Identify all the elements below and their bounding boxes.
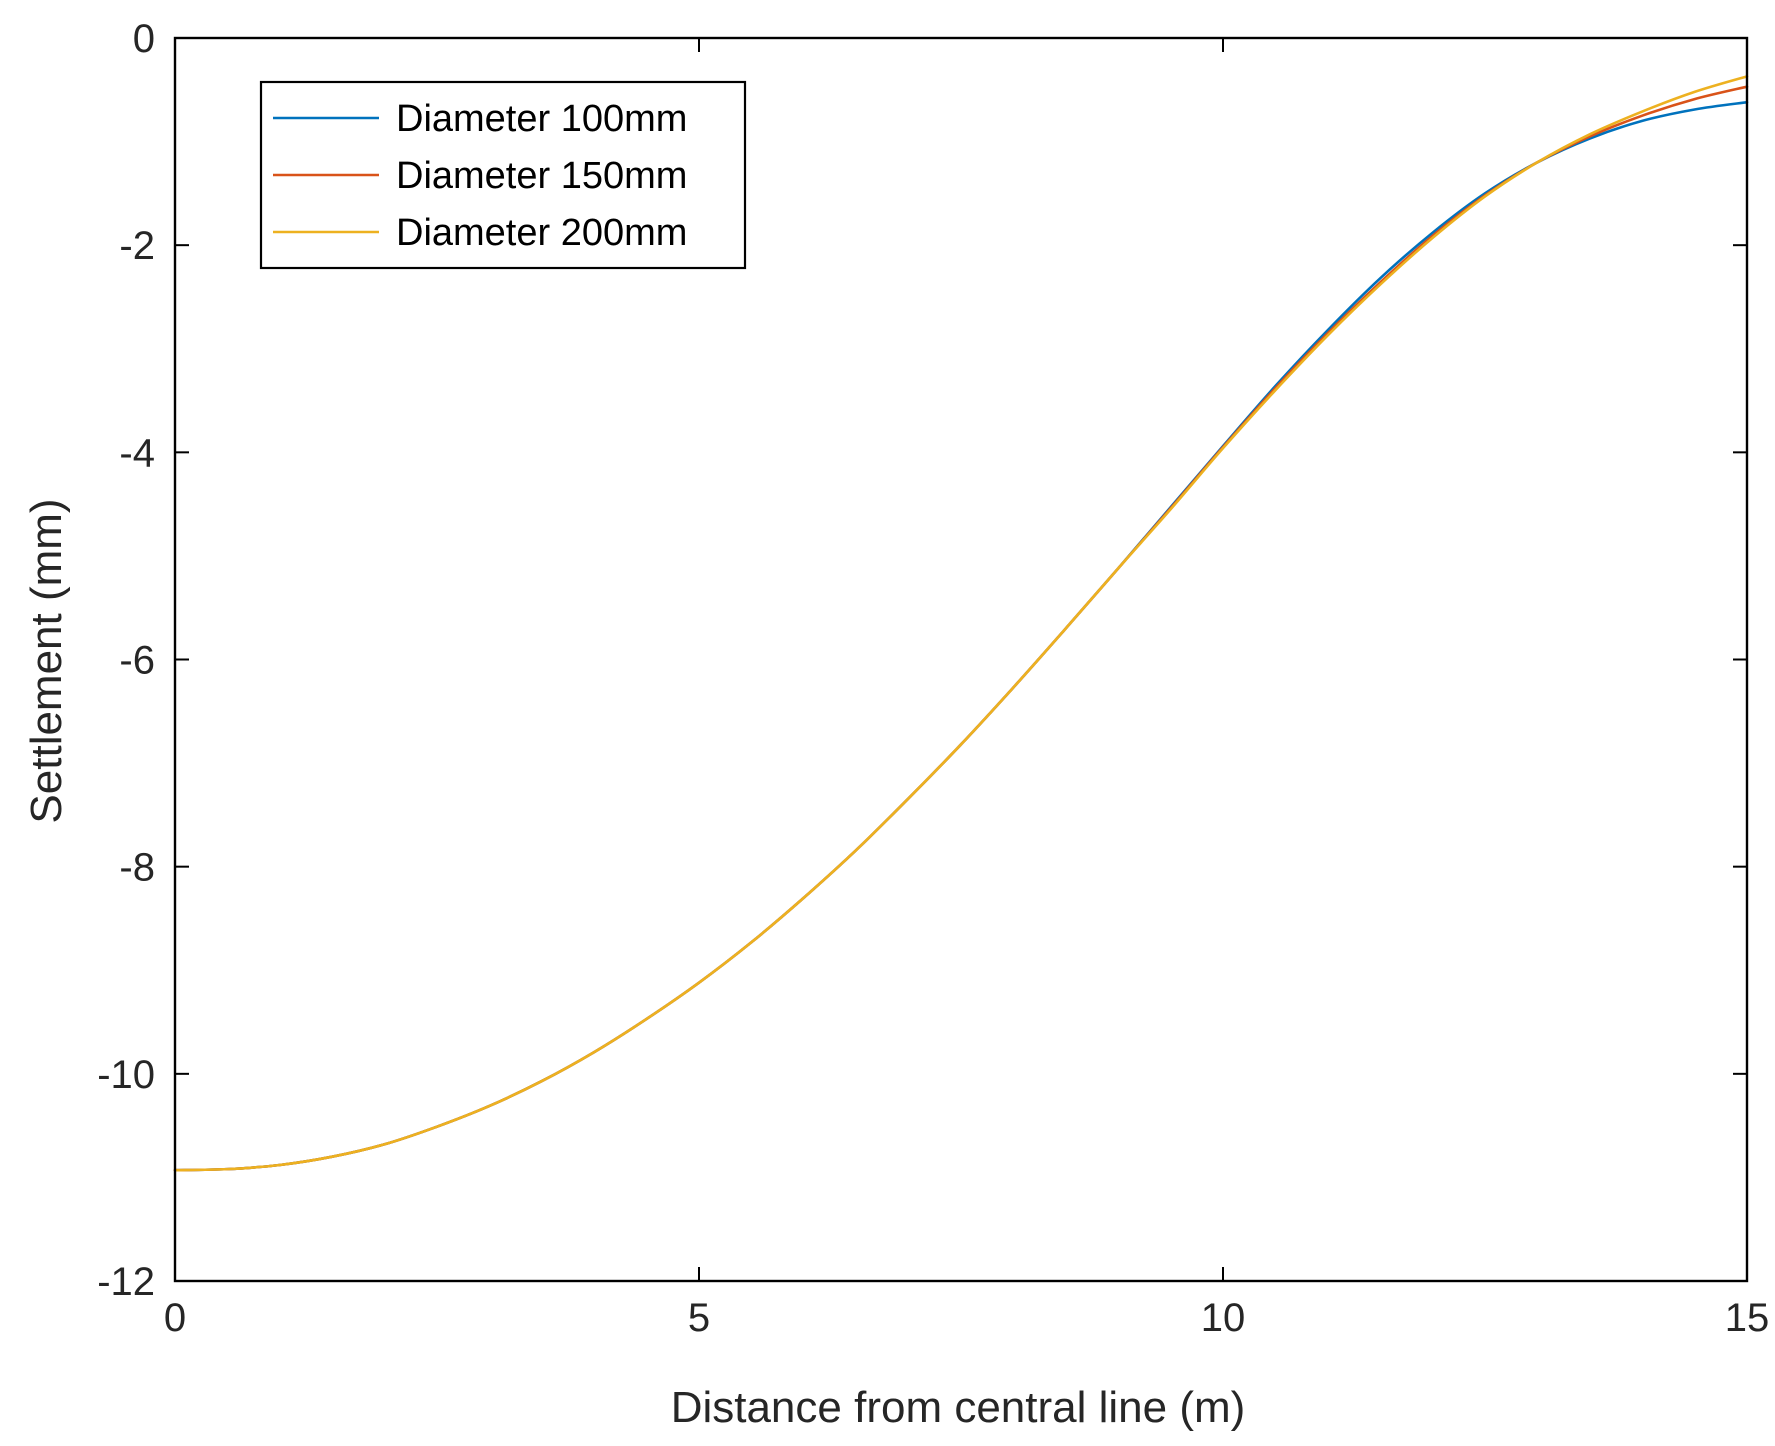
y-axis-title: Settlement (mm) (22, 498, 71, 823)
legend-label-2: Diameter 150mm (396, 155, 687, 197)
y-tick-label: -6 (119, 639, 155, 683)
series-layer (173, 75, 1749, 1172)
legend: Diameter 100mm Diameter 150mm Diameter 200… (259, 80, 747, 270)
y-tick-label: -8 (119, 846, 155, 890)
x-tick-label: 10 (1201, 1296, 1246, 1340)
series-line-3 (173, 75, 1749, 1172)
x-tick-label: 15 (1725, 1296, 1770, 1340)
ticks-layer: 0 5 10 15 0 -2 -4 -6 -8 -10 -12 (97, 17, 1769, 1340)
y-tick-label: 0 (133, 17, 155, 61)
x-tick-label: 5 (688, 1296, 710, 1340)
legend-label-1: Diameter 100mm (396, 98, 687, 140)
y-tick-label: -2 (119, 224, 155, 268)
legend-label-3: Diameter 200mm (396, 212, 687, 254)
x-axis-title: Distance from central line (m) (671, 1383, 1246, 1432)
y-tick-label: -4 (119, 431, 155, 475)
y-tick-label: -12 (97, 1260, 155, 1304)
y-tick-label: -10 (97, 1053, 155, 1097)
x-tick-label: 0 (164, 1296, 186, 1340)
